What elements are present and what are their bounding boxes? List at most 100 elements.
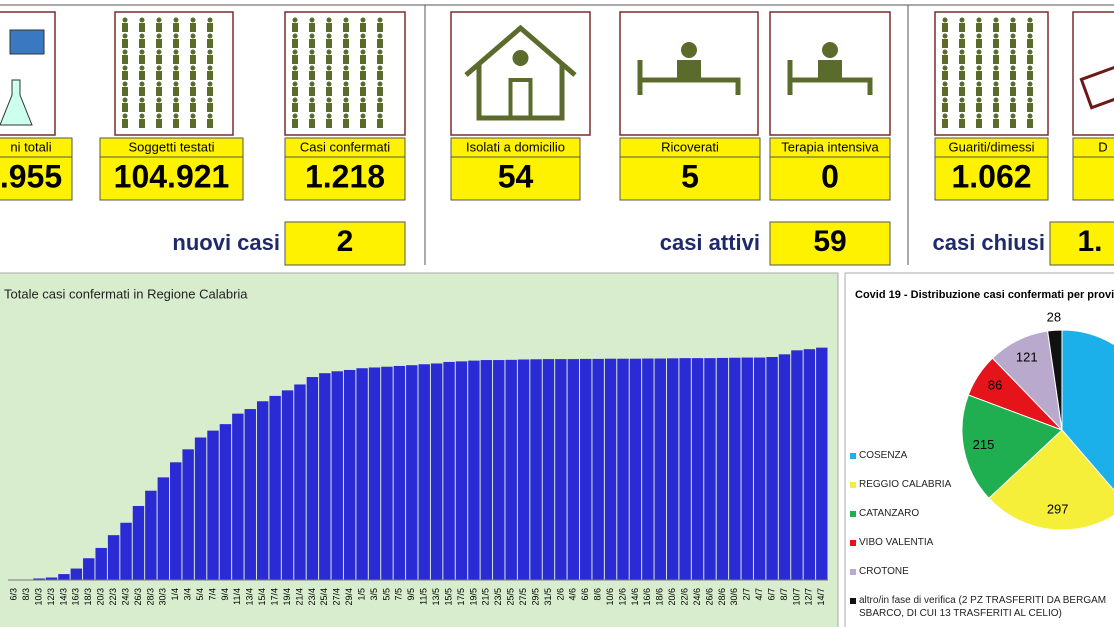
bar <box>530 359 542 580</box>
figure-body <box>190 87 196 96</box>
bar <box>480 360 493 580</box>
x-tick-label: 23/5 <box>493 588 503 606</box>
figure-body <box>326 55 332 64</box>
bed <box>787 60 873 95</box>
figure-head <box>326 81 332 87</box>
bar <box>256 401 269 580</box>
figure-body <box>190 39 196 48</box>
figure-body <box>122 119 128 128</box>
x-tick-label: 17/4 <box>269 588 279 606</box>
bar <box>729 357 741 580</box>
x-tick-label: 10/6 <box>605 588 615 606</box>
x-tick-label: 24/6 <box>692 588 702 606</box>
x-tick-label: 30/3 <box>158 588 168 606</box>
figure-head <box>190 97 196 103</box>
figure-head <box>1010 81 1016 87</box>
figure-body <box>360 103 366 112</box>
bar <box>219 424 232 580</box>
bar <box>493 360 505 580</box>
pie-slice <box>988 429 1114 531</box>
figure-body <box>207 103 213 112</box>
stat-label: Isolati a domicilio <box>466 139 565 154</box>
figure-head <box>993 65 999 71</box>
house-door <box>508 78 533 120</box>
x-tick-label: 20/6 <box>667 588 677 606</box>
figure-head <box>959 49 965 55</box>
bar <box>617 358 629 580</box>
stat-label: ni totali <box>10 139 51 154</box>
pie-label: 86 <box>988 378 1002 393</box>
figure-head <box>343 33 349 39</box>
legend-entry: CROTONE <box>859 566 909 577</box>
figure-body <box>377 39 383 48</box>
figure-body <box>309 55 315 64</box>
figure-head <box>190 81 196 87</box>
x-tick-label: 22/6 <box>679 588 689 606</box>
bar <box>455 361 468 580</box>
legend-label: REGGIO CALABRIA <box>859 479 952 490</box>
legend-entry: VIBO VALENTIA <box>859 537 933 548</box>
icon-box <box>450 11 591 136</box>
figure-body <box>122 87 128 96</box>
summary-value: 1. <box>1077 225 1102 258</box>
figure-head <box>976 97 982 103</box>
figure-body <box>190 71 196 80</box>
value-box <box>0 156 73 201</box>
figure-body <box>993 119 999 128</box>
figure-head <box>1027 65 1033 71</box>
figure-head <box>1010 49 1016 55</box>
bar <box>95 547 107 580</box>
figure-head <box>942 113 948 119</box>
figure-head <box>139 81 145 87</box>
figure-head <box>139 65 145 71</box>
x-tick-label: 4/7 <box>754 588 764 601</box>
figure-body <box>156 87 162 96</box>
bar <box>679 358 691 580</box>
figure-head <box>326 113 332 119</box>
figure-head <box>942 81 948 87</box>
flask <box>0 79 33 126</box>
figure-body <box>190 103 196 112</box>
figure-body <box>326 119 332 128</box>
bar <box>281 390 294 580</box>
summary-value: 59 <box>813 225 846 258</box>
bar <box>592 358 604 580</box>
figure-body <box>993 103 999 112</box>
bar <box>704 358 716 580</box>
x-tick-label: 16/6 <box>642 588 652 606</box>
figure-head <box>122 65 128 71</box>
figure-head <box>309 49 315 55</box>
figure-body <box>976 119 982 128</box>
figure-body <box>173 87 179 96</box>
figure-body <box>122 55 128 64</box>
figure-head <box>207 33 213 39</box>
figure-body <box>207 119 213 128</box>
x-tick-label: 12/3 <box>46 588 56 606</box>
figure-head <box>1010 33 1016 39</box>
bar <box>393 365 406 580</box>
bar <box>629 358 642 580</box>
x-tick-label: 8/6 <box>593 588 603 601</box>
figure-head <box>343 113 349 119</box>
figure-head <box>292 65 298 71</box>
figure-head <box>309 97 315 103</box>
figure-head <box>959 113 965 119</box>
bar <box>816 347 828 580</box>
x-tick-label: 15/5 <box>443 588 453 606</box>
figure-body <box>1027 119 1033 128</box>
bar <box>70 568 83 580</box>
figure-head <box>122 49 128 55</box>
bar <box>33 578 45 580</box>
figure-body <box>959 119 965 128</box>
figure-body <box>326 87 332 96</box>
figure-head <box>122 17 128 23</box>
figure-head <box>343 81 349 87</box>
figure-head <box>326 17 332 23</box>
x-tick-label: 31/5 <box>543 588 553 606</box>
figure-head <box>1010 113 1016 119</box>
bar <box>381 366 393 580</box>
legend-swatch <box>850 511 856 517</box>
bar <box>654 358 666 580</box>
stat-value: 54 <box>498 158 534 194</box>
